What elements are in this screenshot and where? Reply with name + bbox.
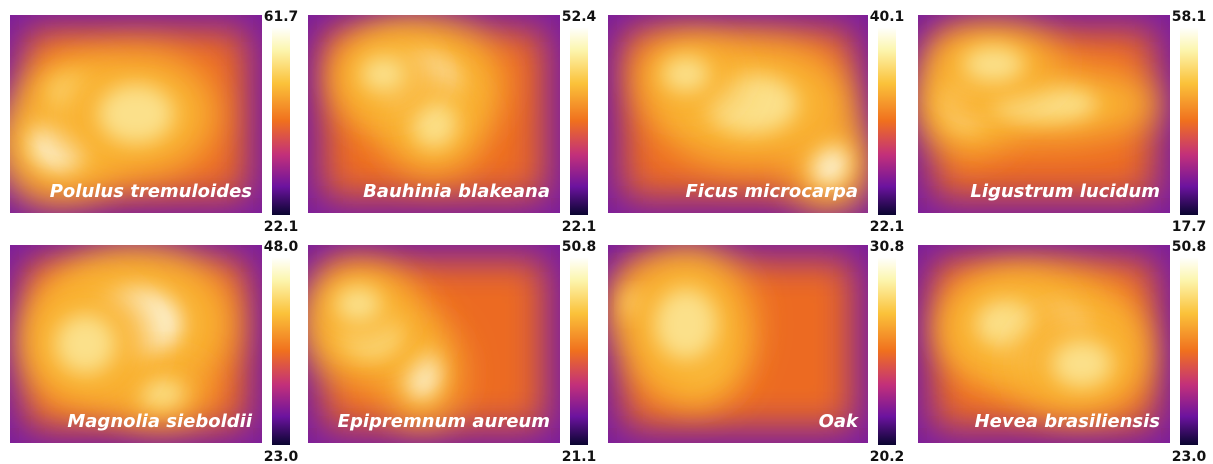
thermal-panel: Polulus tremuloides 61.7 22.1 [0, 9, 298, 235]
hot-core [411, 100, 456, 148]
hot-core [1052, 340, 1112, 388]
colorbar-max: 48.0 [264, 239, 299, 255]
colorbar-min: 22.1 [264, 219, 299, 235]
thermal-panel: Epipremnum aureum 50.8 21.1 [305, 239, 596, 464]
thermal-panel: Magnolia sieboldii 48.0 23.0 [10, 239, 299, 464]
thermal-panel: Ligustrum lucidum 58.1 17.7 [918, 9, 1206, 235]
colorbar [1180, 27, 1198, 215]
colorbar-min: 23.0 [264, 449, 299, 464]
colorbar [1180, 257, 1198, 445]
species-label: Ficus microcarpa [686, 181, 859, 202]
species-label: Epipremnum aureum [338, 411, 550, 432]
species-label: Bauhinia blakeana [363, 181, 550, 202]
colorbar-min: 20.2 [870, 449, 905, 464]
figure: Polulus tremuloides61.722.1Bauhinia blak… [0, 0, 1213, 464]
colorbar-min: 23.0 [1172, 449, 1207, 464]
colorbar [570, 257, 588, 445]
thermal-panel: Hevea brasiliensis 50.8 23.0 [918, 239, 1207, 464]
colorbar-max: 52.4 [562, 9, 597, 25]
colorbar-max: 30.8 [870, 239, 905, 255]
colorbar-max: 40.1 [870, 9, 905, 25]
species-label: Ligustrum lucidum [970, 181, 1160, 202]
colorbar-max: 50.8 [562, 239, 597, 255]
colorbar-min: 17.7 [1172, 219, 1207, 235]
colorbar [878, 27, 896, 215]
colorbar [878, 257, 896, 445]
colorbar [272, 257, 290, 445]
colorbar-max: 61.7 [264, 9, 299, 25]
hot-core [963, 47, 1023, 83]
hot-core [655, 289, 717, 360]
species-label: Magnolia sieboldii [67, 411, 252, 432]
colorbar-min: 21.1 [562, 449, 597, 464]
colorbar [272, 27, 290, 215]
colorbar-min: 22.1 [870, 219, 905, 235]
colorbar-max: 50.8 [1172, 239, 1207, 255]
thermal-panel: Ficus microcarpa 40.1 22.1 [608, 9, 904, 235]
hot-core [139, 379, 184, 408]
colorbar [570, 27, 588, 215]
hot-core [361, 57, 406, 93]
species-label: Polulus tremuloides [50, 181, 253, 202]
colorbar-min: 22.1 [562, 219, 597, 235]
colorbar-max: 58.1 [1172, 9, 1207, 25]
thermal-panel: Bauhinia blakeana 52.4 22.1 [308, 9, 597, 235]
thermal-panel: Oak 30.8 20.2 [608, 239, 904, 464]
hot-core [55, 314, 115, 373]
hot-core [98, 84, 174, 143]
hot-core [336, 287, 381, 323]
species-label: Hevea brasiliensis [975, 411, 1161, 432]
species-label: Oak [819, 411, 859, 432]
hot-core [663, 57, 710, 93]
